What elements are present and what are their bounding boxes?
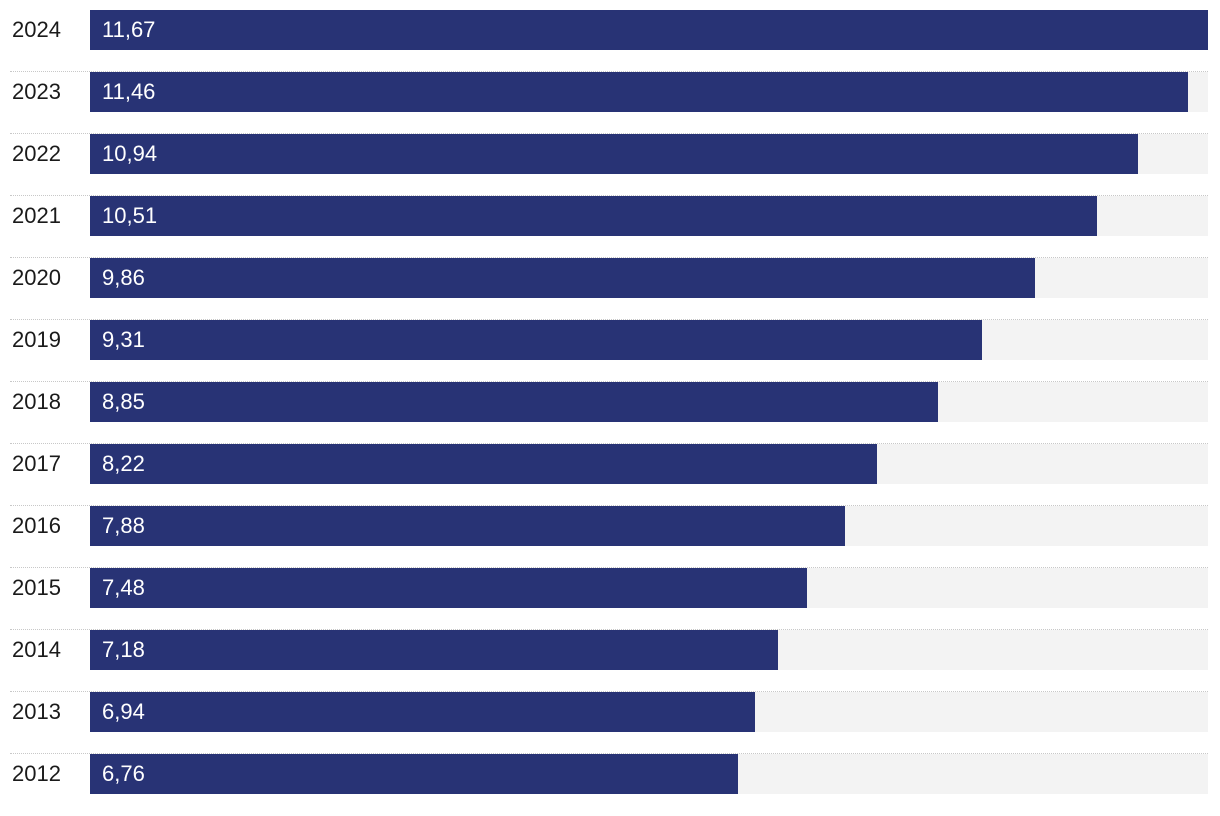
category-label-2024: 2024: [12, 17, 61, 42]
bar-track-2022: 10,94: [90, 134, 1208, 174]
bar-2020: [90, 258, 1035, 298]
bar-value-label-2018: 8,85: [102, 389, 145, 414]
bar-value-label-2017: 8,22: [102, 451, 145, 476]
bar-value-label-2024: 11,67: [102, 17, 156, 42]
bar-row-2021: 2021 10,51: [0, 196, 1220, 258]
category-label-2023: 2023: [12, 79, 61, 104]
bar-track-2015: 7,48: [90, 568, 1208, 608]
bar-track-2023: 11,46: [90, 72, 1208, 112]
bar-track-2012: 6,76: [90, 754, 1208, 794]
bar-value-label-2023: 11,46: [102, 79, 156, 104]
category-label-2022: 2022: [12, 141, 61, 166]
bar-2021: [90, 196, 1097, 236]
bar-2024: [90, 10, 1208, 50]
row-divider: [10, 567, 1208, 568]
bar-track-2014: 7,18: [90, 630, 1208, 670]
bar-track-2024: 11,67: [90, 10, 1208, 50]
row-divider: [10, 443, 1208, 444]
bar-2019: [90, 320, 982, 360]
category-label-2020: 2020: [12, 265, 61, 290]
bar-row-2020: 2020 9,86: [0, 258, 1220, 320]
bar-track-2017: 8,22: [90, 444, 1208, 484]
row-divider: [10, 195, 1208, 196]
row-divider: [10, 691, 1208, 692]
bar-value-label-2022: 10,94: [102, 141, 158, 166]
bar-2016: [90, 506, 845, 546]
bar-value-label-2021: 10,51: [102, 203, 158, 228]
bar-row-2024: 2024 11,67: [0, 10, 1220, 72]
bar-track-2016: 7,88: [90, 506, 1208, 546]
category-label-2018: 2018: [12, 389, 61, 414]
row-divider: [10, 505, 1208, 506]
bar-value-label-2015: 7,48: [102, 575, 145, 600]
bar-row-2016: 2016 7,88: [0, 506, 1220, 568]
bar-value-label-2012: 6,76: [102, 761, 145, 786]
bar-row-2023: 2023 11,46: [0, 72, 1220, 134]
bar-2017: [90, 444, 877, 484]
row-divider: [10, 71, 1208, 72]
bar-row-2015: 2015 7,48: [0, 568, 1220, 630]
category-label-2019: 2019: [12, 327, 61, 352]
bar-value-label-2020: 9,86: [102, 265, 145, 290]
bar-row-2018: 2018 8,85: [0, 382, 1220, 444]
bar-track-2018: 8,85: [90, 382, 1208, 422]
bar-track-2021: 10,51: [90, 196, 1208, 236]
bar-row-2017: 2017 8,22: [0, 444, 1220, 506]
category-label-2016: 2016: [12, 513, 61, 538]
category-label-2021: 2021: [12, 203, 61, 228]
bar-row-2019: 2019 9,31: [0, 320, 1220, 382]
bar-value-label-2019: 9,31: [102, 327, 145, 352]
bar-2012: [90, 754, 738, 794]
row-divider: [10, 257, 1208, 258]
bar-value-label-2013: 6,94: [102, 699, 145, 724]
row-divider: [10, 629, 1208, 630]
row-divider: [10, 381, 1208, 382]
category-label-2015: 2015: [12, 575, 61, 600]
category-label-2012: 2012: [12, 761, 61, 786]
bar-row-2014: 2014 7,18: [0, 630, 1220, 692]
bar-track-2013: 6,94: [90, 692, 1208, 732]
bar-2023: [90, 72, 1188, 112]
row-divider: [10, 319, 1208, 320]
bar-2018: [90, 382, 938, 422]
bar-row-2022: 2022 10,94: [0, 134, 1220, 196]
bar-value-label-2014: 7,18: [102, 637, 145, 662]
bar-track-2019: 9,31: [90, 320, 1208, 360]
bar-row-2012: 2012 6,76: [0, 754, 1220, 816]
bar-row-2013: 2013 6,94: [0, 692, 1220, 754]
row-divider: [10, 133, 1208, 134]
bar-2022: [90, 134, 1138, 174]
category-label-2014: 2014: [12, 637, 61, 662]
bar-2015: [90, 568, 807, 608]
row-divider: [10, 753, 1208, 754]
category-label-2017: 2017: [12, 451, 61, 476]
bar-value-label-2016: 7,88: [102, 513, 145, 538]
bar-2014: [90, 630, 778, 670]
bar-track-2020: 9,86: [90, 258, 1208, 298]
bar-2013: [90, 692, 755, 732]
category-label-2013: 2013: [12, 699, 61, 724]
